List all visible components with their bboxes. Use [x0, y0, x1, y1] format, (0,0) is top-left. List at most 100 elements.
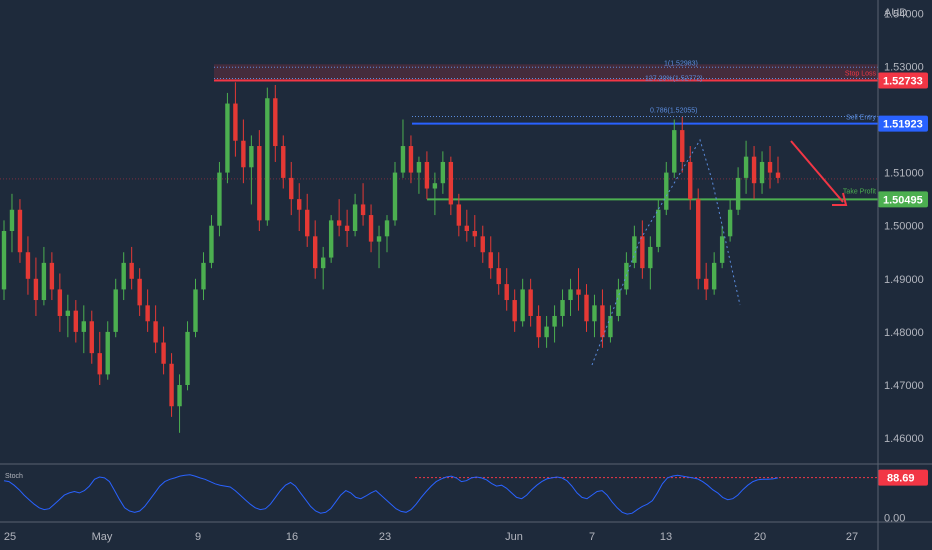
candle-body — [352, 204, 358, 231]
price-tick: 1.48000 — [884, 327, 924, 339]
candle-body — [496, 268, 501, 285]
candle-body — [177, 385, 182, 407]
candle-body — [249, 146, 254, 168]
candle-body — [145, 305, 150, 322]
candle-body — [528, 289, 533, 316]
candle-body — [81, 321, 86, 332]
candle-body — [703, 278, 709, 290]
candle-body — [432, 183, 438, 189]
fib-projection-path — [591, 138, 741, 366]
fib-annotation-127: 127.20%(1.52772) — [645, 75, 703, 82]
candle-body — [416, 161, 422, 173]
price-tick: 1.53000 — [884, 61, 924, 73]
date-tick: 16 — [286, 531, 298, 543]
candle-body — [185, 331, 190, 385]
candle-body — [320, 257, 326, 269]
candle-body — [656, 209, 661, 247]
candle-body — [65, 310, 71, 316]
candle-body — [33, 278, 39, 301]
price-tick: 1.49000 — [884, 274, 924, 286]
date-tick: Jun — [505, 531, 523, 543]
candle-body — [727, 209, 733, 237]
stoch-line — [3, 474, 779, 515]
candle-body — [9, 209, 15, 231]
date-tick: 23 — [379, 531, 391, 543]
date-tick: 27 — [846, 531, 858, 543]
price-tick: 1.54000 — [884, 8, 924, 20]
candle-body — [472, 231, 477, 237]
candle-body — [648, 246, 653, 269]
candle-body — [672, 130, 677, 173]
sell-arrow-icon — [790, 140, 848, 206]
candle-body — [217, 172, 222, 226]
candle-body — [169, 363, 174, 407]
stop-loss-zone — [214, 64, 878, 81]
candle-body — [281, 146, 286, 178]
fib-annotation-786: 0.786(1.52055) — [650, 108, 697, 115]
candle-body — [488, 252, 493, 269]
candle-body — [608, 315, 613, 338]
candle-body — [392, 172, 398, 221]
candle-body — [360, 204, 366, 216]
currency-label: AUD — [884, 7, 907, 19]
candle-body — [201, 262, 206, 290]
candle-body — [225, 103, 230, 173]
candle-body — [743, 156, 749, 178]
candle-body — [384, 220, 390, 237]
price-axis[interactable]: 1.54000 1.53000 1.51000 1.50000 1.49000 1.480… — [884, 8, 924, 445]
candle-body — [113, 289, 118, 332]
candle-body — [336, 220, 342, 226]
candle-body — [368, 215, 374, 242]
candle-body — [161, 342, 166, 364]
svg-text:1.51923: 1.51923 — [883, 119, 923, 131]
stop-loss-text: Stop Loss — [845, 71, 877, 78]
candle-body — [440, 161, 446, 184]
candle-body — [17, 209, 23, 253]
take-profit-price-tag: 1.50495 — [878, 191, 928, 208]
price-tick: 1.46000 — [884, 433, 924, 445]
candle-body — [1, 231, 7, 290]
stoch-title: Stoch — [5, 473, 23, 480]
stoch-value-tag: 88.69 — [878, 469, 928, 486]
fib-annotation-1: 1(1.52983) — [664, 60, 698, 67]
candle-body — [41, 262, 47, 301]
candle-body — [696, 199, 701, 279]
candle-body — [775, 172, 781, 178]
candle-body — [640, 236, 645, 269]
candle-body — [711, 262, 717, 290]
date-axis[interactable]: 25 May 9 16 23 Jun 7 13 20 27 — [4, 531, 858, 543]
candle-body — [448, 161, 454, 205]
candle-body — [552, 315, 557, 327]
candle-body — [735, 177, 741, 210]
candle-body — [424, 161, 430, 189]
candle-body — [289, 177, 294, 200]
sell-entry-price-tag: 1.51923 — [878, 115, 928, 132]
svg-text:1.50495: 1.50495 — [883, 194, 923, 206]
candle-body — [297, 199, 302, 210]
date-tick: 13 — [660, 531, 672, 543]
price-tick: 1.47000 — [884, 380, 924, 392]
candle-body — [751, 156, 757, 184]
candle-body — [241, 140, 246, 168]
price-tick: 1.51000 — [884, 168, 924, 180]
candle-body — [129, 262, 134, 279]
candle-body — [209, 225, 214, 263]
candle-body — [89, 321, 94, 354]
candle-body — [265, 98, 270, 221]
candle-body — [464, 225, 469, 231]
stop-loss-price-tag: 1.52733 — [878, 72, 928, 89]
candle-body — [616, 289, 621, 316]
candle-body — [344, 225, 350, 231]
candle-body — [25, 252, 31, 279]
candle-body — [57, 289, 63, 316]
candle-body — [560, 300, 565, 316]
candle-body — [137, 278, 142, 306]
date-tick: 9 — [195, 531, 201, 543]
candlestick-series — [1, 82, 781, 433]
candle-body — [408, 146, 414, 173]
candle-body — [305, 209, 310, 237]
candle-body — [576, 289, 581, 295]
candle-body — [376, 236, 382, 242]
candle-body — [480, 236, 485, 253]
